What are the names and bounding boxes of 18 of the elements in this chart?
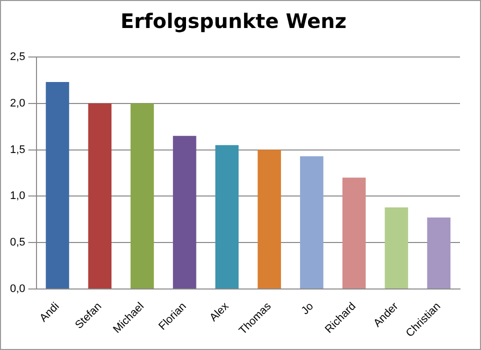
bar [130,103,154,288]
bar [427,218,450,288]
bar [88,103,112,288]
chart-title: Erfolgspunkte Wenz [120,9,347,34]
y-tick-label: 1,5 [10,144,26,156]
bar [172,136,196,288]
bar [258,150,281,288]
bar [384,207,408,288]
y-tick-label: 2,0 [10,97,26,110]
x-tick-label: Jo [299,300,316,318]
y-tick-label: 0,5 [10,236,26,249]
y-tick-label: 0,0 [10,283,26,296]
bar [215,145,239,288]
bar [342,178,366,288]
bar [300,156,324,288]
y-tick-label: 2,5 [10,51,26,64]
y-tick-label: 1,0 [10,190,26,202]
bar [46,82,70,288]
